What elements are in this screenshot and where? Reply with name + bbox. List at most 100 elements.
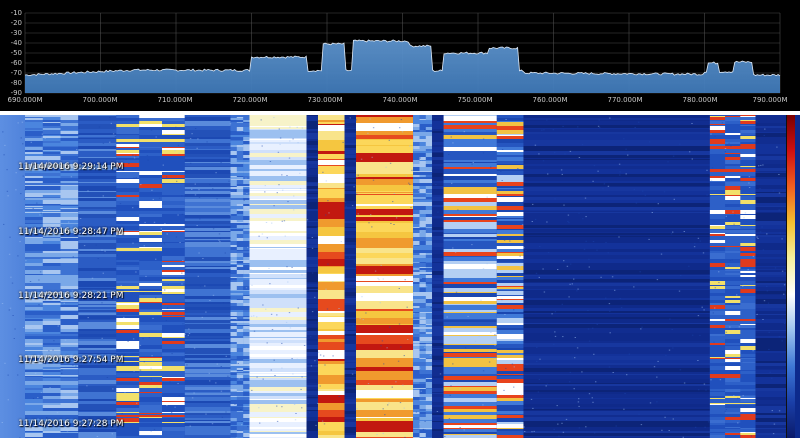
band-row: [236, 180, 244, 184]
band-row: [740, 385, 756, 389]
band-row: [184, 237, 231, 239]
band-row: [523, 300, 711, 304]
band-row: [60, 347, 79, 350]
band-row: [344, 296, 357, 298]
band-row: [725, 385, 741, 389]
band-row: [78, 310, 117, 312]
band-row: [306, 197, 319, 199]
band-row: [443, 305, 498, 306]
band-row: [162, 127, 186, 130]
noise-dot: [284, 235, 286, 237]
noise-dot: [209, 380, 211, 382]
band-row: [496, 186, 524, 188]
noise-dot: [744, 212, 747, 214]
band-row: [139, 345, 163, 349]
spectrum-plot[interactable]: [0, 0, 800, 110]
timestamp-label: 11/14/2016 9:28:47 PM: [18, 227, 124, 237]
band-row: [496, 291, 524, 295]
band-row: [318, 342, 345, 350]
band-row: [236, 277, 244, 278]
noise-dot: [293, 404, 296, 405]
band-row: [162, 341, 186, 344]
band-row: [496, 309, 524, 312]
band-row: [139, 248, 163, 251]
band-row: [249, 378, 307, 380]
band-row: [306, 169, 319, 171]
band-row: [42, 173, 61, 176]
noise-dot: [776, 146, 778, 148]
band-row: [249, 417, 307, 418]
band-row: [523, 152, 711, 155]
noise-dot: [573, 388, 575, 390]
band-row: [709, 339, 726, 343]
noise-dot: [513, 366, 515, 368]
band-row: [725, 404, 741, 405]
noise-dot: [758, 165, 760, 167]
band-row: [243, 291, 250, 293]
noise-dot: [774, 267, 777, 269]
band-row: [60, 131, 79, 134]
band-row: [419, 270, 427, 272]
band-row: [139, 142, 163, 144]
band-row: [162, 338, 186, 341]
band-row: [344, 266, 357, 267]
noise-dot: [365, 312, 367, 314]
band-row: [236, 312, 244, 316]
band-row: [162, 179, 186, 183]
band-row: [25, 375, 44, 376]
band-row: [725, 339, 741, 343]
band-row: [230, 311, 238, 312]
noise-dot: [760, 164, 762, 166]
waterfall-display[interactable]: [0, 115, 800, 438]
band-row: [425, 167, 433, 171]
noise-dot: [215, 172, 217, 174]
band-row: [306, 275, 319, 279]
band-row: [139, 423, 163, 427]
noise-dot: [772, 433, 775, 435]
band-row: [755, 294, 787, 295]
noise-dot: [553, 428, 555, 430]
band-row: [42, 257, 61, 258]
band-row: [162, 283, 186, 286]
band-row: [496, 426, 524, 428]
band-row: [162, 415, 186, 417]
band-row: [709, 133, 726, 135]
band-row: [60, 405, 79, 408]
band-row: [725, 256, 741, 259]
band-row: [356, 217, 414, 221]
noise-dot: [15, 172, 17, 174]
band-row: [419, 246, 427, 250]
noise-dot: [667, 161, 669, 163]
band-row: [318, 259, 345, 266]
band-row: [162, 188, 186, 192]
noise-dot: [564, 153, 566, 155]
band-row: [432, 189, 444, 192]
band-row: [236, 306, 244, 310]
band-row: [413, 186, 420, 189]
band-row: [413, 400, 420, 401]
band-row: [425, 299, 433, 303]
noise-dot: [398, 288, 400, 289]
band-row: [139, 214, 163, 217]
waterfall-panel[interactable]: 11/14/2016 9:29:14 PM 11/14/2016 9:28:47…: [0, 115, 800, 438]
band-row: [162, 362, 186, 366]
band-row: [243, 245, 250, 247]
band-row: [78, 271, 117, 274]
band-row: [42, 204, 61, 205]
noise-dot: [526, 364, 528, 366]
noise-dot: [116, 290, 119, 292]
band-row: [425, 351, 433, 354]
band-row: [236, 389, 244, 391]
band-row: [709, 115, 726, 116]
band-row: [236, 200, 244, 204]
band-row: [243, 411, 250, 412]
band-row: [230, 326, 238, 329]
noise-dot: [576, 347, 579, 349]
band-row: [318, 189, 345, 198]
band-row: [523, 283, 711, 286]
noise-dot: [17, 255, 19, 257]
band-row: [139, 163, 163, 167]
band-row: [425, 164, 433, 167]
band-row: [25, 393, 44, 396]
band-row: [230, 145, 238, 147]
